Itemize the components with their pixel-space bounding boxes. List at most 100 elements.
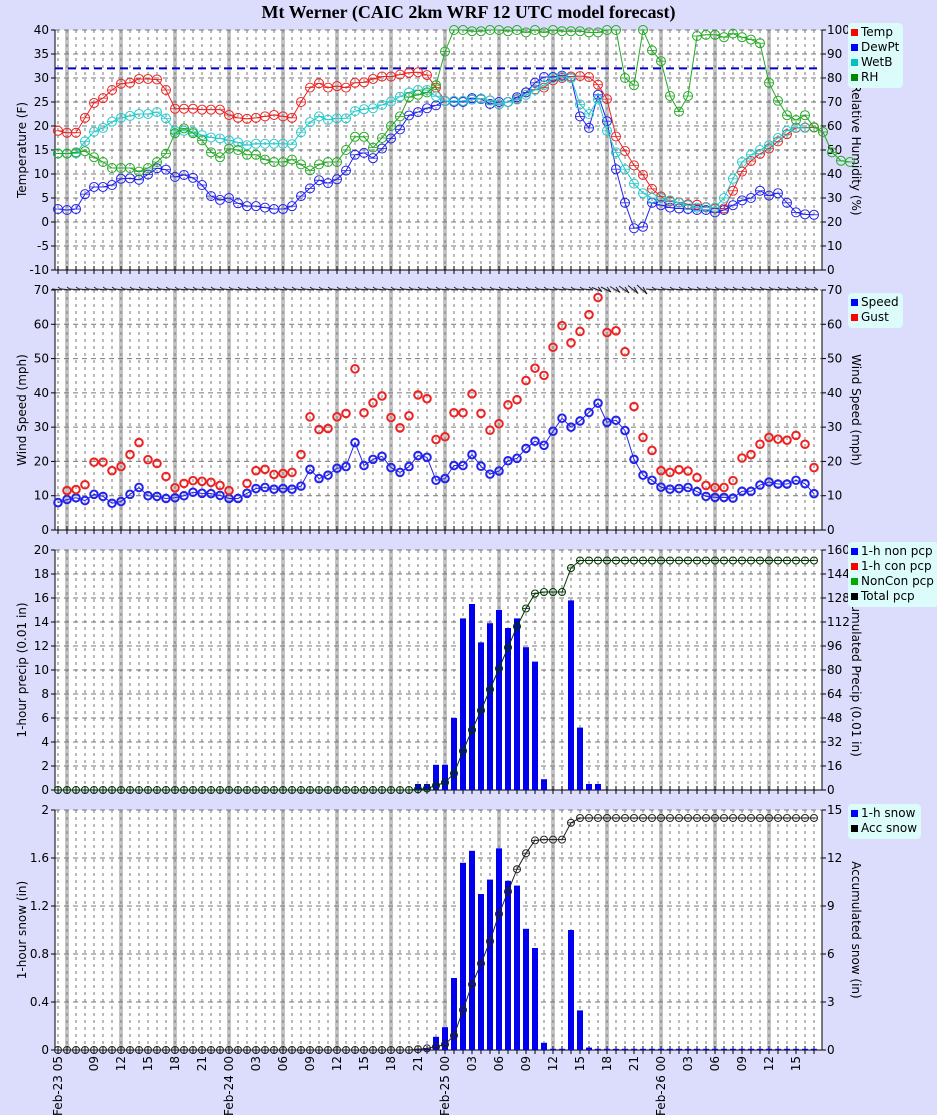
legend-label: Gust [861,310,889,324]
legend-label: WetB [861,55,893,69]
y2-axis-label: Accumulated snow (in) [849,861,863,998]
svg-text:0: 0 [827,263,835,277]
legend-item: 1-h non pcp [851,544,934,559]
svg-text:21: 21 [195,1056,209,1071]
svg-text:16: 16 [827,759,842,773]
svg-text:25: 25 [34,95,49,109]
svg-text:16: 16 [34,591,49,605]
svg-text:10: 10 [827,239,842,253]
legend-label: Speed [861,295,899,309]
svg-text:70: 70 [827,95,842,109]
svg-text:15: 15 [789,1056,803,1071]
svg-text:80: 80 [827,663,842,677]
svg-text:10: 10 [34,167,49,181]
y-axis-label: Wind Speed (mph) [15,354,29,466]
panel-precip: 0 2 4 6 8 10 12 14 16 18 20 0 16 32 48 64 80 96 112 128 144 1… [15,543,863,797]
svg-text:50: 50 [34,352,49,366]
legend-swatch-icon [851,29,858,36]
svg-text:1.2: 1.2 [30,899,49,913]
legend-swatch-icon [851,578,858,585]
y2-axis-label: Accumulated Precip (0.01 in) [849,583,863,757]
svg-text:80: 80 [827,71,842,85]
legend-swatch-icon [851,44,858,51]
svg-text:20: 20 [827,454,842,468]
svg-text:60: 60 [827,119,842,133]
svg-text:40: 40 [827,386,842,400]
legend-item: 1-h con pcp [851,559,934,574]
svg-text:12: 12 [827,851,842,865]
legend-swatch-icon [851,59,858,66]
svg-text:12: 12 [546,1056,560,1071]
svg-text:15: 15 [141,1056,155,1071]
legend-label: DewPt [861,40,900,54]
legend-item: Temp [851,25,899,40]
svg-text:18: 18 [600,1056,614,1071]
svg-text:30: 30 [34,71,49,85]
svg-text:35: 35 [34,47,49,61]
svg-text:Feb-23 05: Feb-23 05 [51,1056,65,1115]
svg-text:30: 30 [827,420,842,434]
svg-text:Feb-26 00: Feb-26 00 [654,1056,668,1115]
legend-label: Acc snow [861,821,918,835]
svg-text:128: 128 [827,591,850,605]
svg-text:20: 20 [34,454,49,468]
svg-text:09: 09 [303,1056,317,1071]
svg-text:70: 70 [34,283,49,297]
svg-text:09: 09 [87,1056,101,1071]
legend-item: 1-h snow [851,806,917,821]
svg-text:50: 50 [827,143,842,157]
legend-item: Acc snow [851,821,917,836]
svg-text:12: 12 [34,639,49,653]
legend-swatch-icon [851,810,858,817]
svg-text:6: 6 [41,711,49,725]
svg-text:15: 15 [357,1056,371,1071]
legend-label: Temp [861,25,893,39]
svg-text:12: 12 [114,1056,128,1071]
svg-text:0: 0 [827,783,835,797]
legend-item: Speed [851,295,899,310]
svg-text:03: 03 [465,1056,479,1071]
svg-text:96: 96 [827,639,842,653]
svg-text:48: 48 [827,711,842,725]
legend-item: DewPt [851,40,899,55]
svg-text:Feb-25 00: Feb-25 00 [438,1056,452,1115]
svg-text:-10: -10 [29,263,49,277]
svg-text:10: 10 [827,489,842,503]
svg-text:21: 21 [627,1056,641,1071]
svg-text:21: 21 [411,1056,425,1071]
svg-text:0: 0 [41,1043,49,1057]
svg-text:15: 15 [34,143,49,157]
svg-text:12: 12 [762,1056,776,1071]
legend-label: 1-h con pcp [861,559,932,573]
svg-text:06: 06 [276,1056,290,1071]
svg-text:18: 18 [384,1056,398,1071]
svg-text:03: 03 [681,1056,695,1071]
svg-text:15: 15 [827,803,842,817]
svg-text:60: 60 [827,317,842,331]
legend-temperature: Temp DewPt WetB RH [848,23,904,88]
svg-text:32: 32 [827,735,842,749]
svg-text:0: 0 [41,215,49,229]
svg-text:100: 100 [827,23,850,37]
svg-text:0: 0 [41,783,49,797]
legend-swatch-icon [851,548,858,555]
svg-text:144: 144 [827,567,850,581]
y-axis-label: 1-hour snow (in) [15,881,29,979]
svg-text:2: 2 [41,803,49,817]
legend-wind: Speed Gust [848,293,903,328]
svg-text:Feb-24 00: Feb-24 00 [222,1056,236,1115]
svg-text:14: 14 [34,615,49,629]
legend-swatch-icon [851,299,858,306]
svg-text:3: 3 [827,995,835,1009]
svg-text:5: 5 [41,191,49,205]
svg-text:06: 06 [492,1056,506,1071]
svg-text:6: 6 [827,947,835,961]
svg-text:0: 0 [41,523,49,537]
legend-swatch-icon [851,314,858,321]
y-axis-label: Temperature (F) [15,102,29,199]
svg-text:10: 10 [34,663,49,677]
svg-text:20: 20 [34,543,49,557]
legend-label: RH [861,70,879,84]
svg-text:8: 8 [41,687,49,701]
panel-wind: 0 10 20 30 40 50 60 70 0 10 20 30 40 50 60 70 Wind Speed… [15,283,863,537]
